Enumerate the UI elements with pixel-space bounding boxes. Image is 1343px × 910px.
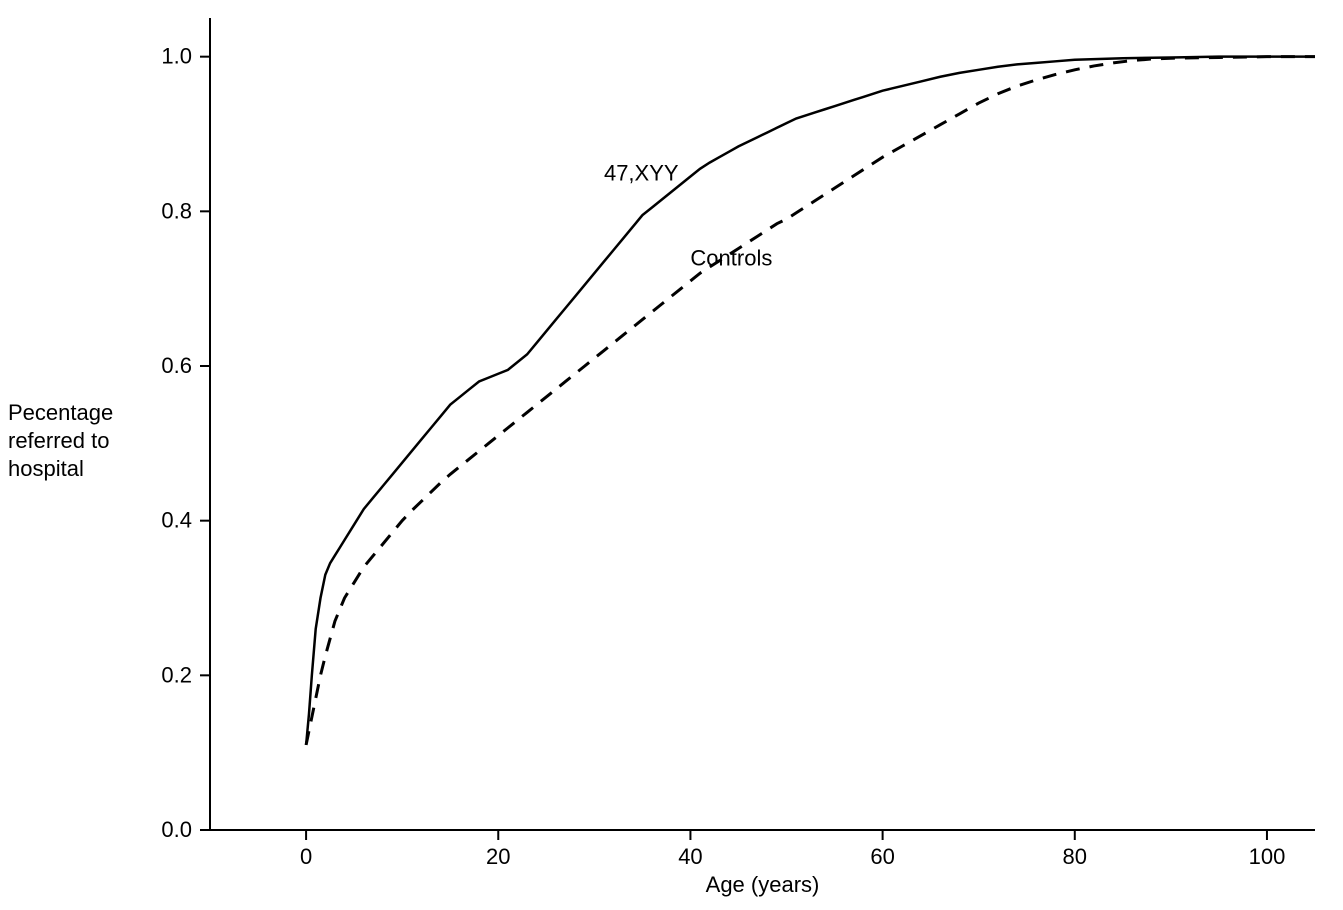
y-tick-label: 1.0	[161, 44, 192, 69]
x-tick-label: 80	[1063, 844, 1087, 869]
y-tick-label: 0.6	[161, 353, 192, 378]
y-tick-label: 0.0	[161, 817, 192, 842]
y-tick-label: 0.4	[161, 508, 192, 533]
x-tick-label: 20	[486, 844, 510, 869]
y-tick-label: 0.8	[161, 198, 192, 223]
y-axis-label-line: Pecentage	[8, 400, 113, 425]
x-tick-label: 0	[300, 844, 312, 869]
y-tick-label: 0.2	[161, 662, 192, 687]
x-tick-label: 100	[1249, 844, 1286, 869]
x-tick-label: 60	[870, 844, 894, 869]
series-label-controls: Controls	[690, 245, 772, 270]
series-label-47-xyy: 47,XYY	[604, 160, 679, 185]
series-line-controls	[306, 57, 1315, 745]
y-axis-label-line: referred to	[8, 428, 110, 453]
x-tick-label: 40	[678, 844, 702, 869]
x-axis-label: Age (years)	[706, 872, 820, 897]
chart-container: 0 20 40 60 80 100 0.0 0.2 0.4 0.6 0.8 1.0 Age (years…	[0, 0, 1343, 910]
y-axis-label: Pecentage referred to hospital	[8, 400, 113, 481]
series-line-47-xyy	[306, 57, 1315, 745]
y-axis-label-line: hospital	[8, 456, 84, 481]
line-chart: 0 20 40 60 80 100 0.0 0.2 0.4 0.6 0.8 1.0 Age (years…	[0, 0, 1343, 910]
